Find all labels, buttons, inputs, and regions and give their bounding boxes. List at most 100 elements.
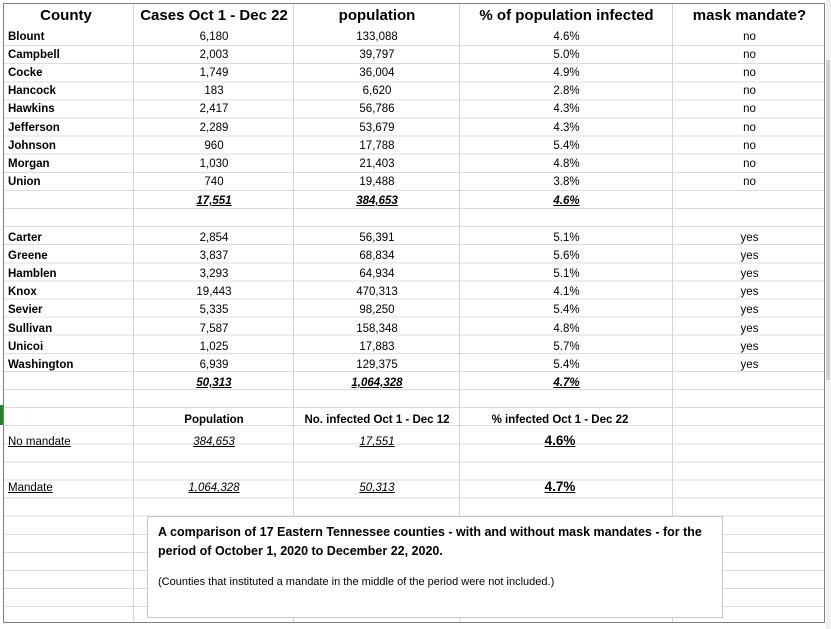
no-mandate-pct-cell[interactable]: 4.8% [553,157,580,170]
no-mandate-county-cell[interactable]: Hawkins [8,103,55,116]
mandate-county-cell[interactable]: Knox [8,286,37,299]
mandate-mask-mandate-cell[interactable]: yes [740,250,759,263]
no-mandate-pct-cell[interactable]: 4.3% [553,121,580,134]
mandate-pct-cell[interactable]: 5.4% [553,304,580,317]
summary-header-pct[interactable]: % infected Oct 1 - Dec 22 [491,414,629,426]
mandate-total-population[interactable]: 1,064,328 [351,377,403,389]
no-mandate-total-population[interactable]: 384,653 [356,195,398,207]
summary-no-mandate-pct[interactable]: 4.6% [544,433,576,448]
no-mandate-cases-cell[interactable]: 2,289 [199,121,229,134]
mandate-pct-cell[interactable]: 4.8% [553,322,580,335]
mandate-pct-cell[interactable]: 5.6% [553,250,580,263]
no-mandate-mask-mandate-cell[interactable]: no [743,157,756,170]
mandate-population-cell[interactable]: 68,834 [359,250,395,263]
no-mandate-county-cell[interactable]: Campbell [8,49,60,62]
no-mandate-pct-cell[interactable]: 3.8% [553,175,580,188]
no-mandate-mask-mandate-cell[interactable]: no [743,67,756,80]
summary-mandate-infected[interactable]: 50,313 [359,482,395,494]
summary-mandate-population[interactable]: 1,064,328 [188,482,240,494]
no-mandate-cases-cell[interactable]: 6,180 [199,31,229,43]
no-mandate-pct-cell[interactable]: 4.9% [553,67,580,80]
mandate-cases-cell[interactable]: 7,587 [199,322,229,335]
mandate-mask-mandate-cell[interactable]: yes [740,340,759,353]
mandate-cases-cell[interactable]: 6,939 [199,358,229,371]
mandate-pct-cell[interactable]: 4.1% [553,286,580,299]
mandate-mask-mandate-cell[interactable]: yes [740,286,759,299]
summary-header-infected[interactable]: No. infected Oct 1 - Dec 12 [304,414,450,426]
mandate-mask-mandate-cell[interactable]: yes [740,358,759,371]
header-county[interactable]: County [40,7,92,24]
mandate-population-cell[interactable]: 17,883 [359,340,395,353]
no-mandate-cases-cell[interactable]: 183 [204,85,224,98]
no-mandate-county-cell[interactable]: Morgan [8,157,50,170]
no-mandate-cases-cell[interactable]: 960 [204,139,224,152]
header-cases[interactable]: Cases Oct 1 - Dec 22 [140,7,288,24]
mandate-mask-mandate-cell[interactable]: yes [740,322,759,335]
header-pct-infected[interactable]: % of population infected [479,7,654,24]
mandate-cases-cell[interactable]: 1,025 [199,340,229,353]
no-mandate-county-cell[interactable]: Union [8,175,41,188]
mandate-total-pct[interactable]: 4.7% [553,377,580,389]
mandate-pct-cell[interactable]: 5.4% [553,358,580,371]
no-mandate-mask-mandate-cell[interactable]: no [743,103,756,116]
summary-mandate-pct[interactable]: 4.7% [544,479,576,494]
no-mandate-county-cell[interactable]: Cocke [8,67,43,80]
no-mandate-pct-cell[interactable]: 5.4% [553,139,580,152]
header-population[interactable]: population [338,7,416,24]
summary-label-no-mandate[interactable]: No mandate [8,436,71,448]
mandate-population-cell[interactable]: 64,934 [359,268,395,281]
mandate-county-cell[interactable]: Carter [8,232,42,244]
no-mandate-cases-cell[interactable]: 2,417 [199,103,229,116]
no-mandate-total-cases[interactable]: 17,551 [196,195,232,207]
mandate-population-cell[interactable]: 56,391 [359,232,395,244]
mandate-county-cell[interactable]: Greene [8,250,48,263]
scrollbar-thumb[interactable] [826,60,830,380]
summary-no-mandate-population[interactable]: 384,653 [193,436,235,448]
no-mandate-mask-mandate-cell[interactable]: no [743,31,756,43]
mandate-county-cell[interactable]: Sevier [8,304,43,317]
mandate-county-cell[interactable]: Hamblen [8,268,57,281]
mandate-population-cell[interactable]: 158,348 [356,322,398,335]
no-mandate-county-cell[interactable]: Hancock [8,85,56,98]
no-mandate-population-cell[interactable]: 39,797 [359,49,395,62]
no-mandate-mask-mandate-cell[interactable]: no [743,139,756,152]
mandate-cases-cell[interactable]: 3,837 [199,250,229,263]
no-mandate-pct-cell[interactable]: 4.3% [553,103,580,116]
no-mandate-cases-cell[interactable]: 740 [204,175,224,188]
no-mandate-mask-mandate-cell[interactable]: no [743,121,756,134]
no-mandate-population-cell[interactable]: 6,620 [362,85,392,98]
no-mandate-population-cell[interactable]: 36,004 [359,67,395,80]
note-text-box[interactable]: A comparison of 17 Eastern Tennessee cou… [147,516,723,618]
no-mandate-population-cell[interactable]: 53,679 [359,121,395,134]
mandate-population-cell[interactable]: 470,313 [356,286,398,299]
no-mandate-cases-cell[interactable]: 2,003 [199,49,229,62]
mandate-cases-cell[interactable]: 19,443 [196,286,232,299]
mandate-population-cell[interactable]: 98,250 [359,304,395,317]
header-mask-mandate[interactable]: mask mandate? [692,7,807,24]
no-mandate-population-cell[interactable]: 133,088 [356,31,398,43]
mandate-total-cases[interactable]: 50,313 [196,377,232,389]
mandate-county-cell[interactable]: Unicoi [8,340,44,353]
no-mandate-pct-cell[interactable]: 2.8% [553,85,580,98]
no-mandate-cases-cell[interactable]: 1,030 [199,157,229,170]
no-mandate-population-cell[interactable]: 17,788 [359,139,395,152]
mandate-county-cell[interactable]: Sullivan [8,322,53,335]
no-mandate-pct-cell[interactable]: 4.6% [553,31,580,43]
mandate-pct-cell[interactable]: 5.1% [553,232,580,244]
mandate-cases-cell[interactable]: 2,854 [199,232,229,244]
no-mandate-pct-cell[interactable]: 5.0% [553,49,580,62]
summary-header-population[interactable]: Population [184,414,244,426]
mandate-cases-cell[interactable]: 5,335 [199,304,229,317]
mandate-mask-mandate-cell[interactable]: yes [740,304,759,317]
no-mandate-mask-mandate-cell[interactable]: no [743,85,756,98]
no-mandate-population-cell[interactable]: 56,786 [359,103,395,116]
mandate-mask-mandate-cell[interactable]: yes [740,268,759,281]
mandate-population-cell[interactable]: 129,375 [356,358,398,371]
no-mandate-cases-cell[interactable]: 1,749 [199,67,229,80]
no-mandate-population-cell[interactable]: 19,488 [359,175,395,188]
mandate-mask-mandate-cell[interactable]: yes [740,232,759,244]
mandate-cases-cell[interactable]: 3,293 [199,268,229,281]
mandate-county-cell[interactable]: Washington [8,358,74,371]
no-mandate-total-pct[interactable]: 4.6% [553,195,580,207]
mandate-pct-cell[interactable]: 5.1% [553,268,580,281]
